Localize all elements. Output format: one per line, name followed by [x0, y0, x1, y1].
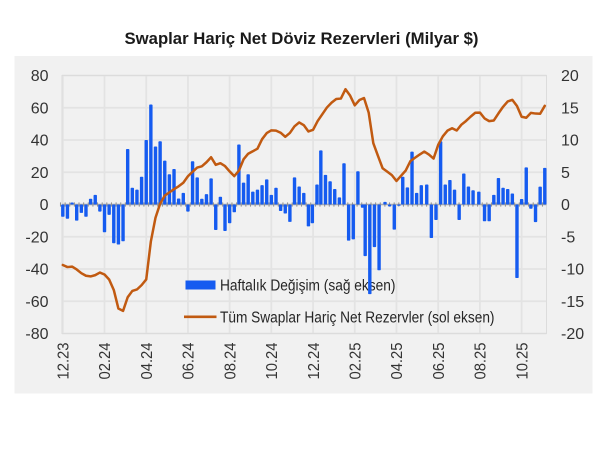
svg-text:Haftalık Değişim (sağ eksen): Haftalık Değişim (sağ eksen) [220, 278, 396, 295]
svg-text:06.25: 06.25 [431, 342, 448, 379]
svg-text:-20: -20 [561, 326, 584, 343]
svg-text:12.23: 12.23 [56, 342, 73, 379]
svg-text:15: 15 [561, 100, 579, 117]
svg-text:-60: -60 [25, 294, 48, 311]
svg-text:-80: -80 [25, 326, 48, 343]
svg-text:0: 0 [561, 197, 570, 214]
svg-text:Tüm Swaplar Hariç Net Rezervle: Tüm Swaplar Hariç Net Rezervler (sol eks… [220, 310, 495, 327]
svg-text:40: 40 [31, 133, 49, 150]
svg-text:20: 20 [561, 68, 579, 85]
svg-text:-40: -40 [25, 262, 48, 279]
svg-text:-15: -15 [561, 294, 584, 311]
svg-text:80: 80 [31, 68, 49, 85]
svg-text:02.24: 02.24 [97, 342, 114, 379]
svg-text:5: 5 [561, 165, 570, 182]
svg-text:-10: -10 [561, 262, 584, 279]
svg-text:20: 20 [31, 165, 49, 182]
svg-text:Swaplar Hariç Net Döviz Rezerv: Swaplar Hariç Net Döviz Rezervleri (Mily… [125, 30, 479, 48]
svg-text:0: 0 [40, 197, 49, 214]
svg-text:06.24: 06.24 [181, 342, 198, 379]
svg-text:-5: -5 [561, 229, 575, 246]
svg-text:-20: -20 [25, 229, 48, 246]
svg-text:02.25: 02.25 [347, 342, 364, 379]
svg-text:10.24: 10.24 [264, 342, 281, 379]
svg-text:60: 60 [31, 100, 49, 117]
svg-text:12.24: 12.24 [306, 342, 323, 379]
svg-text:08.25: 08.25 [473, 342, 490, 379]
svg-text:04.24: 04.24 [139, 342, 156, 379]
svg-text:04.25: 04.25 [389, 342, 406, 379]
svg-text:10.25: 10.25 [514, 342, 531, 379]
svg-text:08.24: 08.24 [222, 342, 239, 379]
svg-text:10: 10 [561, 133, 579, 150]
